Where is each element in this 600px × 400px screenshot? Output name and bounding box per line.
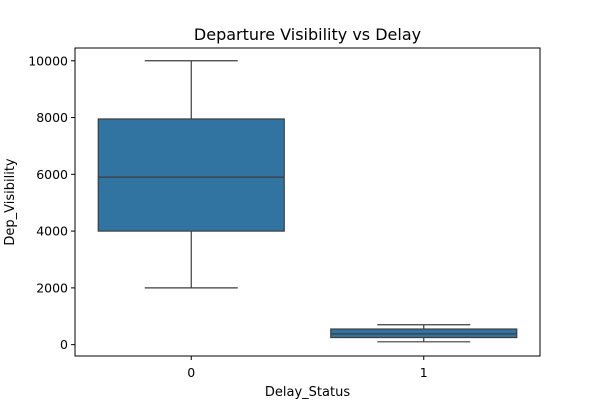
y-tick-label: 0 xyxy=(60,337,68,352)
plot-area xyxy=(97,60,518,343)
y-tick-label: 4000 xyxy=(36,224,68,239)
y-tick-label: 2000 xyxy=(36,280,68,295)
x-tick-label: 0 xyxy=(187,365,195,380)
x-tick-label: 1 xyxy=(420,365,428,380)
x-axis-label: Delay_Status xyxy=(265,385,350,400)
y-tick-label: 10000 xyxy=(28,53,68,68)
y-axis: 0 2000 4000 6000 8000 10000 xyxy=(28,53,75,352)
box xyxy=(97,118,285,232)
y-tick-label: 8000 xyxy=(36,110,68,125)
box-group-0 xyxy=(97,60,285,289)
axes-frame xyxy=(74,47,541,357)
y-axis-label: Dep_Visibility xyxy=(3,158,18,246)
y-tick-label: 6000 xyxy=(36,167,68,182)
box-group-1 xyxy=(330,324,518,343)
chart-title: Departure Visibility vs Delay xyxy=(194,25,421,44)
